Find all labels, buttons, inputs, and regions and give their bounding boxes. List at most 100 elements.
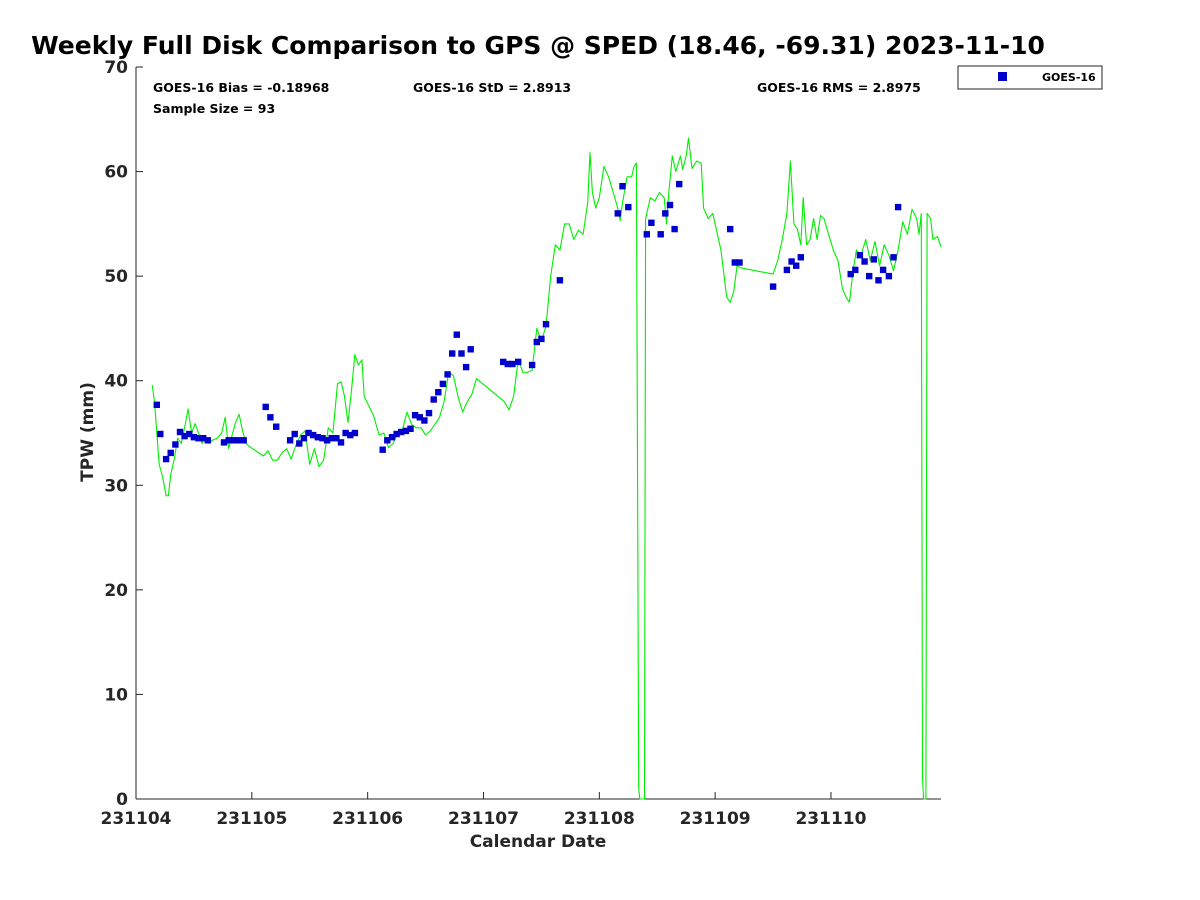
data-point-goes16 [449, 350, 456, 357]
x-tick-label: 231106 [332, 809, 403, 829]
x-tick-label: 231109 [680, 809, 751, 829]
data-point-goes16 [671, 225, 678, 233]
sample-size-stat: Sample Size = 93 [153, 101, 275, 116]
data-point-goes16 [411, 412, 419, 419]
x-axis-label: Calendar Date [470, 832, 607, 852]
y-tick-label: 0 [116, 790, 128, 810]
data-point-goes16 [542, 321, 550, 328]
data-point-goes16 [240, 437, 247, 444]
data-point-goes16 [509, 360, 516, 368]
data-point-goes16 [347, 431, 354, 439]
std-stat: GOES-16 StD = 2.8913 [413, 80, 571, 95]
y-tick-label: 20 [104, 581, 128, 601]
data-point-goes16 [351, 429, 359, 437]
data-point-goes16 [861, 258, 868, 265]
data-point-goes16 [421, 417, 428, 424]
data-point-goes16 [384, 437, 391, 444]
data-point-goes16 [662, 210, 669, 217]
x-tick-label: 231105 [216, 809, 287, 829]
data-point-goes16 [619, 183, 626, 190]
data-point-goes16 [186, 430, 193, 438]
data-point-goes16 [866, 272, 873, 280]
data-point-goes16 [657, 231, 664, 238]
data-point-goes16 [538, 335, 545, 343]
data-point-goes16 [379, 446, 386, 453]
data-point-goes16 [643, 231, 650, 238]
plot-area [151, 137, 942, 800]
data-point-goes16 [200, 435, 207, 442]
data-point-goes16 [614, 210, 621, 217]
y-tick-label: 30 [104, 476, 128, 496]
data-point-goes16 [190, 434, 198, 441]
data-point-goes16 [793, 262, 800, 269]
data-point-goes16 [533, 338, 540, 346]
data-point-goes16 [788, 258, 795, 265]
data-point-goes16 [225, 437, 232, 444]
data-point-goes16 [181, 432, 188, 440]
data-point-goes16 [467, 346, 474, 353]
data-point-goes16 [167, 449, 174, 457]
data-point-goes16 [319, 435, 326, 442]
data-point-goes16 [736, 259, 743, 266]
data-point-goes16 [648, 219, 655, 226]
data-point-goes16 [328, 435, 335, 442]
data-point-goes16 [286, 437, 294, 444]
data-point-goes16 [625, 203, 632, 211]
y-tick-label: 40 [104, 372, 128, 392]
data-point-goes16 [342, 429, 349, 437]
data-point-goes16 [314, 434, 321, 441]
y-tick-label: 70 [104, 58, 128, 78]
y-tick-label: 10 [104, 685, 128, 705]
data-point-goes16 [515, 358, 522, 366]
data-point-goes16 [204, 437, 211, 444]
legend-label-goes16: GOES-16 [1042, 71, 1096, 84]
data-point-goes16 [234, 437, 242, 444]
data-point-goes16 [444, 371, 451, 378]
data-point-goes16 [894, 203, 902, 211]
legend-box [957, 65, 1103, 90]
series-line-gps [151, 137, 942, 800]
x-tick-label: 231104 [101, 809, 172, 829]
data-point-goes16 [162, 455, 170, 463]
data-point-goes16 [797, 254, 804, 261]
data-point-goes16 [153, 401, 160, 408]
data-point-goes16 [300, 435, 308, 442]
data-point-goes16 [220, 439, 228, 446]
data-point-goes16 [305, 429, 312, 437]
x-tick-label: 231110 [795, 809, 866, 829]
data-point-goes16 [870, 256, 877, 263]
data-point-goes16 [430, 396, 437, 403]
plot-axes [135, 66, 941, 800]
data-point-goes16 [273, 423, 280, 430]
data-point-goes16 [262, 403, 269, 411]
data-point-goes16 [500, 358, 507, 366]
data-point-goes16 [666, 201, 674, 209]
data-point-goes16 [407, 425, 414, 432]
data-point-goes16 [879, 266, 887, 274]
x-tick-label: 231108 [564, 809, 635, 829]
data-point-goes16 [176, 428, 184, 436]
data-point-goes16 [890, 254, 897, 261]
data-point-goes16 [402, 427, 410, 435]
x-axis-tick-labels: 231104 231105 231106 231107 231108 231109 2311… [101, 809, 867, 829]
data-point-goes16 [157, 430, 164, 438]
data-point-goes16 [337, 439, 345, 446]
rms-stat: GOES-16 RMS = 2.8975 [757, 80, 921, 95]
data-point-goes16 [462, 363, 470, 371]
data-point-goes16 [425, 409, 433, 417]
legend-marker-goes16 [998, 72, 1007, 81]
data-point-goes16 [323, 437, 331, 444]
y-tick-label: 60 [104, 163, 128, 183]
data-point-goes16 [875, 277, 882, 284]
data-point-goes16 [388, 434, 396, 441]
data-point-goes16 [267, 414, 274, 421]
data-point-goes16 [731, 259, 738, 266]
data-point-goes16 [458, 350, 465, 357]
data-point-goes16 [195, 435, 202, 442]
y-tick-label: 50 [104, 267, 128, 287]
data-point-goes16 [296, 440, 303, 447]
data-point-goes16 [769, 283, 777, 290]
data-point-goes16 [416, 414, 423, 421]
data-point-goes16 [727, 225, 734, 233]
